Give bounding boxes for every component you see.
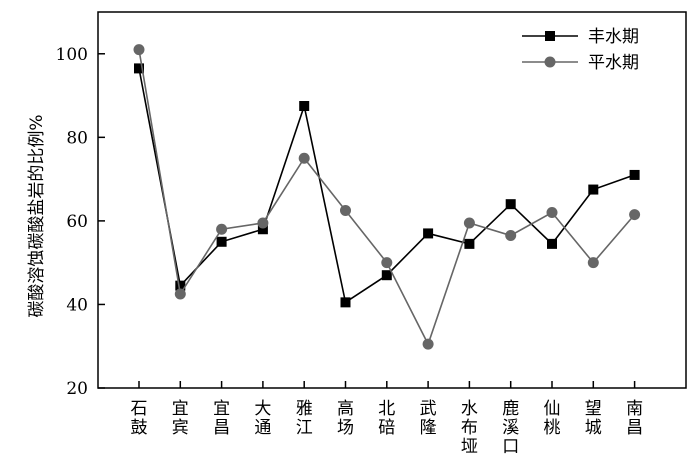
legend-marker: [544, 56, 556, 68]
data-point: [298, 152, 310, 164]
data-point: [381, 270, 392, 281]
axes: [97, 11, 687, 389]
data-point: [547, 238, 557, 249]
series-layer: [133, 44, 641, 350]
data-point: [587, 257, 599, 269]
data-point: [505, 199, 516, 210]
legend-item: 丰水期: [522, 27, 639, 47]
data-point: [133, 44, 145, 56]
data-point: [134, 63, 144, 74]
y-tick-label: 100: [56, 45, 88, 65]
data-point: [464, 238, 475, 249]
data-point: [588, 184, 599, 195]
series-2: [133, 44, 641, 350]
legend-label: 平水期: [588, 53, 639, 73]
x-tick-label: 水布垭: [461, 399, 478, 457]
data-point: [175, 280, 186, 291]
x-tick-label: 宜昌: [213, 399, 230, 438]
series-line: [138, 49, 636, 347]
x-tick-label: 武隆: [420, 399, 437, 438]
legend-item: 平水期: [522, 53, 639, 73]
data-point: [340, 297, 351, 308]
data-point: [629, 209, 641, 221]
data-point: [381, 257, 393, 269]
x-tick-label: 望城: [585, 399, 602, 438]
data-point: [629, 169, 640, 180]
y-tick-label: 40: [66, 295, 88, 315]
legend-label: 丰水期: [588, 27, 639, 47]
data-point: [299, 101, 310, 111]
x-tick-label: 南昌: [626, 399, 643, 438]
y-tick-label: 80: [66, 128, 88, 148]
data-point: [463, 217, 475, 229]
data-point: [340, 204, 351, 216]
data-point: [422, 338, 434, 350]
x-tick-label: 高场: [337, 399, 354, 438]
x-tick-label: 石鼓: [131, 399, 148, 438]
x-tick-label: 鹿溪口: [502, 399, 519, 457]
x-tick-label: 北碚: [378, 399, 395, 438]
data-point: [257, 217, 269, 229]
plot-frame: [97, 11, 687, 389]
x-tick-label: 仙桃: [544, 399, 561, 438]
x-tick-label: 雅江: [296, 399, 313, 438]
data-point: [216, 236, 227, 247]
data-point: [423, 228, 434, 239]
x-tick-label: 大通: [254, 399, 271, 438]
x-tick-label: 宜宾: [172, 399, 189, 438]
data-point: [257, 224, 268, 235]
y-tick-label: 60: [66, 212, 88, 232]
data-point: [505, 230, 517, 242]
legend-marker: [545, 31, 555, 41]
data-point: [174, 288, 186, 300]
y-tick-label: 20: [66, 379, 88, 399]
series-1: [134, 63, 640, 308]
data-point: [546, 207, 558, 219]
y-axis-title: 碳酸溶蚀碳酸盐岩的比例%: [27, 114, 47, 317]
data-point: [216, 223, 228, 235]
y-axis-ticks: 20 40 60 80 100: [56, 45, 105, 399]
